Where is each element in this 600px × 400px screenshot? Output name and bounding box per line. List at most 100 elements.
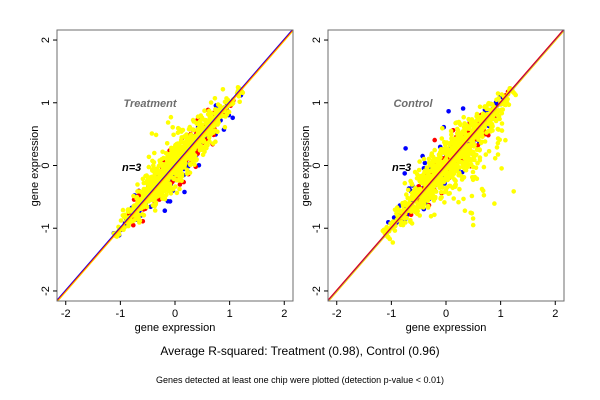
control-point-replicate-pair-3 [503, 102, 508, 108]
control-point-replicate-pair-3 [499, 107, 504, 112]
control-point-replicate-pair-3 [401, 207, 406, 213]
control-reference-lines [328, 30, 564, 301]
treatment-point-replicate-pair-3 [179, 178, 184, 183]
treatment-point-replicate-pair-3 [187, 124, 193, 130]
treatment-point-replicate-pair-3 [166, 175, 171, 180]
treatment-point-replicate-pair-3 [175, 149, 180, 154]
treatment-point-replicate-pair-3 [190, 117, 196, 123]
control-point-replicate-pair-3 [499, 121, 505, 126]
treatment-y-axis: -2 -1 0 1 2 [40, 37, 57, 296]
control-point-replicate-pair-3 [415, 208, 421, 214]
control-y-tick-label: -1 [311, 223, 323, 233]
treatment-point-replicate-pair-3 [154, 191, 160, 196]
control-point-replicate-pair-3 [451, 196, 457, 201]
treatment-y-tick-label: 2 [40, 37, 52, 43]
treatment-point-replicate-pair-3 [131, 193, 136, 199]
control-point-replicate-pair-3 [511, 189, 516, 194]
treatment-point-replicate-pair-3 [159, 186, 164, 191]
control-point-replicate-pair-3 [439, 195, 444, 200]
control-point-replicate-pair-3 [405, 187, 411, 193]
treatment-point-replicate-pair-3 [133, 203, 138, 209]
treatment-point-replicate-pair-3 [152, 150, 157, 156]
control-point-replicate-pair-3 [402, 180, 408, 186]
treatment-point-replicate-pair-1 [230, 115, 235, 121]
treatment-point-replicate-pair-3 [136, 212, 141, 218]
treatment-n-label: n=3 [122, 162, 141, 174]
control-point-replicate-pair-3 [439, 136, 445, 141]
control-point-replicate-pair-3 [477, 104, 483, 110]
treatment-point-replicate-pair-3 [197, 118, 203, 124]
control-point-replicate-pair-3 [453, 178, 458, 184]
control-point-replicate-pair-3 [499, 110, 505, 116]
control-point-replicate-pair-3 [442, 146, 447, 152]
control-point-replicate-pair-3 [436, 177, 441, 182]
treatment-point-replicate-pair-3 [146, 164, 152, 170]
control-point-replicate-pair-3 [470, 222, 476, 228]
control-point-replicate-pair-3 [424, 193, 430, 199]
control-point-replicate-pair-3 [436, 166, 441, 172]
control-point-replicate-pair-3 [472, 174, 478, 180]
treatment-point-replicate-pair-3 [134, 196, 139, 201]
control-y-axis: -2 -1 0 1 2 [311, 37, 328, 296]
treatment-point-replicate-pair-3 [165, 120, 171, 125]
control-point-replicate-pair-3 [499, 166, 504, 171]
control-point-replicate-pair-3 [454, 136, 460, 141]
treatment-point-replicate-pair-3 [187, 170, 193, 175]
treatment-point-replicate-pair-3 [177, 127, 183, 132]
control-point-replicate-pair-3 [457, 186, 462, 192]
control-point-replicate-pair-3 [482, 139, 488, 144]
control-panel: -2 -1 0 1 2 -2 -1 0 1 2 Control n=3 gene express… [300, 29, 565, 334]
treatment-point-replicate-pair-3 [166, 158, 172, 163]
treatment-point-replicate-pair-3 [162, 163, 168, 169]
treatment-point-replicate-pair-3 [190, 127, 196, 132]
treatment-x-tick-label: 0 [172, 308, 178, 320]
treatment-x-tick-label: -1 [115, 308, 125, 320]
treatment-point-replicate-pair-3 [140, 176, 146, 182]
control-point-replicate-pair-3 [448, 168, 454, 174]
control-point-replicate-pair-3 [453, 184, 458, 189]
treatment-point-replicate-pair-3 [153, 166, 158, 172]
control-point-replicate-pair-3 [470, 139, 476, 145]
control-y-tick-label: -2 [311, 286, 323, 296]
treatment-point-replicate-pair-3 [209, 111, 215, 116]
control-point-replicate-pair-3 [406, 201, 412, 206]
treatment-point-replicate-pair-3 [208, 131, 214, 137]
treatment-x-tick-label: 1 [227, 308, 233, 320]
treatment-point-replicate-pair-3 [220, 87, 226, 92]
treatment-point-replicate-pair-2 [177, 182, 183, 187]
control-point-replicate-pair-3 [477, 132, 482, 138]
control-point-replicate-pair-3 [448, 128, 454, 134]
treatment-point-replicate-pair-3 [237, 99, 242, 105]
treatment-panel-title: Treatment [124, 98, 178, 110]
treatment-point-replicate-pair-3 [144, 178, 150, 184]
treatment-point-replicate-pair-3 [170, 125, 175, 130]
treatment-point-replicate-pair-3 [151, 180, 156, 185]
treatment-point-replicate-pair-3 [168, 184, 173, 189]
control-y-axis-label: gene expression [300, 126, 312, 207]
treatment-point-replicate-pair-3 [118, 218, 124, 223]
control-point-replicate-pair-3 [431, 172, 436, 178]
control-point-replicate-pair-3 [446, 191, 451, 196]
treatment-panel: -2 -1 0 1 2 -2 -1 0 1 2 Treatment n=3 gene expre… [29, 29, 294, 334]
control-point-replicate-pair-3 [407, 197, 413, 202]
treatment-point-replicate-pair-3 [153, 132, 159, 138]
treatment-point-replicate-pair-3 [164, 141, 170, 146]
treatment-point-replicate-pair-3 [135, 200, 140, 205]
control-point-replicate-pair-3 [438, 151, 443, 156]
control-point-replicate-pair-3 [430, 164, 436, 170]
control-point-replicate-pair-3 [495, 152, 501, 157]
control-point-replicate-pair-3 [468, 157, 473, 163]
control-point-replicate-pair-3 [385, 234, 391, 240]
treatment-point-replicate-pair-3 [146, 154, 152, 160]
treatment-point-replicate-pair-3 [213, 139, 218, 144]
treatment-point-replicate-pair-3 [169, 145, 174, 151]
control-point-replicate-pair-3 [488, 123, 494, 128]
treatment-point-replicate-pair-3 [202, 108, 207, 113]
treatment-point-replicate-pair-3 [177, 172, 183, 178]
control-point-replicate-pair-3 [432, 147, 438, 153]
treatment-point-replicate-pair-3 [179, 165, 185, 171]
control-point-replicate-pair-3 [433, 194, 438, 200]
treatment-point-replicate-pair-3 [212, 96, 218, 101]
control-point-replicate-pair-3 [483, 152, 489, 157]
treatment-point-replicate-pair-3 [135, 182, 140, 187]
